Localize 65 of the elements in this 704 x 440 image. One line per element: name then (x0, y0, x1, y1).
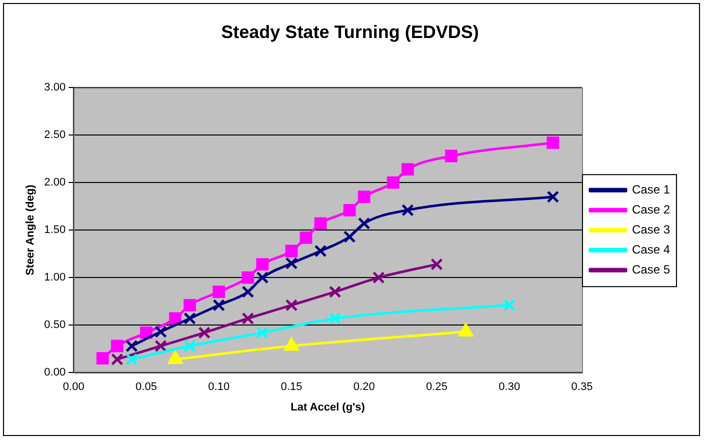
point (96, 352, 109, 365)
point (184, 312, 196, 325)
point (343, 230, 356, 243)
point (328, 286, 342, 298)
point (256, 326, 269, 339)
x-axis-title: Lat Accel (g's) (290, 401, 366, 414)
point (110, 353, 124, 366)
point (285, 257, 298, 270)
point (256, 271, 269, 284)
point (154, 340, 167, 352)
x-tick-label: 0.10 (208, 381, 230, 394)
x-tick-label: 0.05 (136, 381, 157, 394)
y-tick-label: 1.00 (44, 272, 66, 284)
x-tick-label: 0.30 (498, 381, 520, 394)
point (110, 340, 124, 352)
point (212, 298, 226, 312)
point (154, 326, 167, 338)
point (184, 298, 196, 312)
x-tick-label: 0.00 (62, 381, 84, 394)
point (401, 163, 414, 176)
point (126, 353, 138, 366)
y-axis-title: Steer Angle (deg) (24, 184, 37, 276)
legend-label: Case 1 (632, 182, 670, 196)
point (285, 244, 298, 258)
point (242, 271, 254, 284)
legend-label: Case 2 (632, 202, 670, 216)
y-tick-label: 2.00 (44, 176, 66, 189)
point (242, 286, 254, 298)
point (285, 298, 298, 312)
y-tick-label: 0.00 (44, 366, 66, 379)
point (314, 217, 327, 230)
point (401, 204, 414, 216)
chart-title: Steady State Turning (EDVDS) (221, 22, 479, 42)
y-tick-label: 0.50 (44, 319, 66, 332)
point (430, 258, 443, 270)
x-tick-label: 0.35 (571, 381, 593, 394)
point (546, 136, 560, 149)
point (372, 271, 385, 284)
point (358, 190, 370, 204)
point (140, 326, 152, 339)
y-tick-label: 2.50 (44, 129, 66, 142)
x-tick-label: 0.20 (353, 381, 375, 394)
point (169, 312, 182, 325)
y-tick-label: 1.50 (44, 224, 66, 236)
point (198, 326, 211, 339)
point (314, 244, 327, 258)
point (184, 340, 196, 352)
x-tick-label: 0.15 (280, 381, 302, 394)
y-tick-label: 3.00 (44, 82, 66, 94)
point (445, 150, 458, 162)
point (300, 232, 312, 244)
point (503, 298, 516, 312)
point (126, 340, 138, 352)
point (386, 176, 400, 189)
legend-label: Case 3 (632, 222, 670, 236)
point (242, 312, 254, 325)
point (328, 312, 342, 325)
point (546, 190, 560, 204)
legend-label: Case 4 (632, 242, 670, 256)
point (212, 286, 226, 298)
point (358, 217, 370, 230)
x-tick-label: 0.25 (426, 381, 448, 394)
point (256, 258, 269, 270)
point (343, 204, 356, 216)
legend-label: Case 5 (632, 262, 670, 276)
